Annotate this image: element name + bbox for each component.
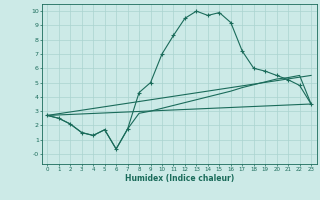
X-axis label: Humidex (Indice chaleur): Humidex (Indice chaleur): [124, 174, 234, 183]
